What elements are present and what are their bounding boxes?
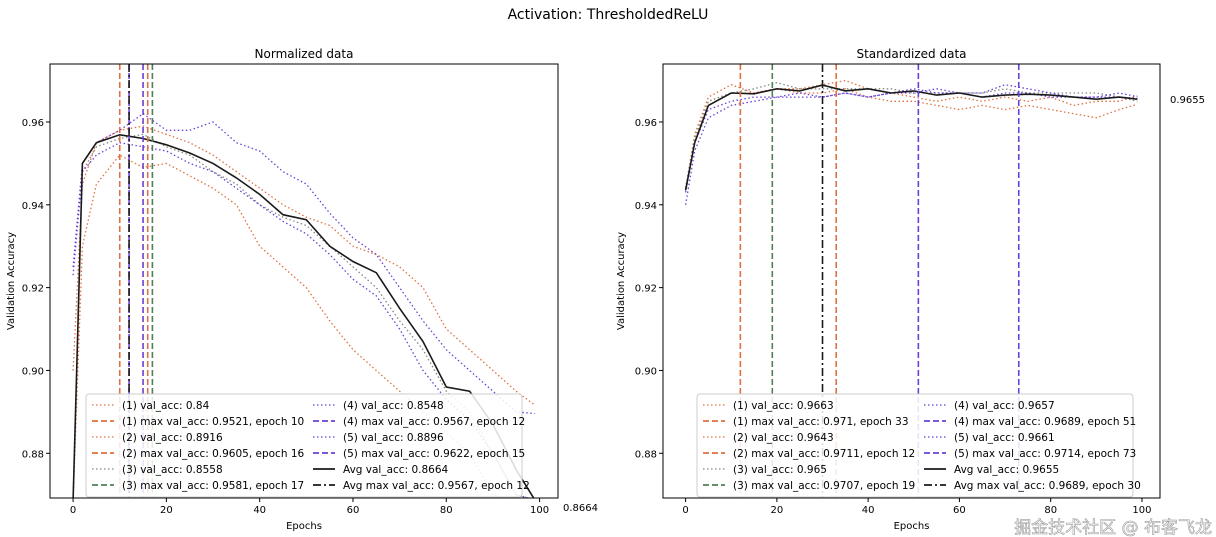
legend-entry: (1) val_acc: 0.9663 xyxy=(703,400,834,412)
legend-label: (3) max val_acc: 0.9581, epoch 17 xyxy=(122,480,304,492)
legend-label: (1) max val_acc: 0.9521, epoch 10 xyxy=(122,416,304,428)
legend-label: (3) val_acc: 0.965 xyxy=(733,464,827,476)
axes-frame xyxy=(662,63,1161,499)
legend-entry: (3) max val_acc: 0.9581, epoch 17 xyxy=(92,480,304,492)
run-5-val-acc-line xyxy=(72,112,535,415)
x-tick-label: 40 xyxy=(862,505,875,516)
legend: (1) val_acc: 0.9663 (1) max val_acc: 0.97… xyxy=(696,393,1141,498)
avg-val-acc-line xyxy=(72,133,535,498)
run-4-val-acc-line xyxy=(684,88,1138,193)
legend-label: (4) max val_acc: 0.9567, epoch 12 xyxy=(343,416,525,428)
legend-label: (2) val_acc: 0.8916 xyxy=(122,432,223,444)
legend: (1) val_acc: 0.84 (1) max val_acc: 0.9521… xyxy=(85,393,530,498)
legend-entry: (3) max val_acc: 0.9707, epoch 19 xyxy=(703,480,915,492)
y-tick-label: 0.88 xyxy=(635,449,657,460)
legend-entry: (1) val_acc: 0.84 xyxy=(92,400,210,412)
x-tick-label: 60 xyxy=(953,505,966,516)
x-tick-label: 0 xyxy=(70,505,76,516)
run-1-val-acc-line xyxy=(684,79,1138,189)
legend-label: (1) val_acc: 0.84 xyxy=(122,400,210,412)
y-tick-label: 0.92 xyxy=(635,284,657,295)
subplot-title: Normalized data xyxy=(255,47,354,61)
legend-label: Avg max val_acc: 0.9567, epoch 12 xyxy=(343,480,530,492)
x-tick-label: 20 xyxy=(771,505,784,516)
plot-standardized: Standardized data Epochs Validation Accura… xyxy=(616,47,1205,532)
legend-entry: Avg max val_acc: 0.9689, epoch 30 xyxy=(924,480,1141,492)
legend-entry: (4) max val_acc: 0.9567, epoch 12 xyxy=(313,416,525,428)
legend-label: Avg val_acc: 0.8664 xyxy=(343,464,449,476)
legend-entry: (4) max val_acc: 0.9689, epoch 51 xyxy=(924,416,1136,428)
y-tick-label: 0.90 xyxy=(635,366,657,377)
legend-label: (3) max val_acc: 0.9707, epoch 19 xyxy=(733,480,915,492)
y-tick-label: 0.90 xyxy=(22,366,44,377)
legend-entry: (2) max val_acc: 0.9605, epoch 16 xyxy=(92,448,305,460)
legend-entry: (5) max val_acc: 0.9714, epoch 73 xyxy=(924,448,1136,460)
y-axis-label: Validation Accuracy xyxy=(616,232,627,330)
legend-entry: Avg val_acc: 0.8664 xyxy=(313,464,449,476)
legend-entry: (5) val_acc: 0.9661 xyxy=(924,432,1055,444)
x-axis-label: Epochs xyxy=(894,521,930,532)
legend-entry: (5) max val_acc: 0.9622, epoch 15 xyxy=(313,448,525,460)
y-axis-label: Validation Accuracy xyxy=(6,232,17,330)
x-tick-label: 20 xyxy=(160,505,173,516)
subplot-title: Standardized data xyxy=(856,47,966,61)
legend-label: (4) max val_acc: 0.9689, epoch 51 xyxy=(954,416,1136,428)
run-3-val-acc-line xyxy=(684,81,1138,189)
y-tick-label: 0.94 xyxy=(22,201,44,212)
run-1-val-acc-line xyxy=(72,154,511,498)
run-2-val-acc-line xyxy=(72,125,536,406)
legend-box xyxy=(85,393,523,498)
legend-entry: (5) val_acc: 0.8896 xyxy=(313,432,444,444)
legend-entry: (2) max val_acc: 0.9711, epoch 12 xyxy=(703,448,915,460)
legend-label: (1) max val_acc: 0.971, epoch 33 xyxy=(733,416,909,428)
final-avg-annotation: 0.8664 xyxy=(563,503,598,514)
watermark: 掘金技术社区 @ 布客飞龙 xyxy=(1014,518,1212,537)
run-5-val-acc-line xyxy=(684,84,1138,205)
avg-val-acc-line xyxy=(684,84,1138,191)
plot-normalized: Normalized data Epochs Validation Accuracy… xyxy=(6,47,598,532)
legend-label: (4) val_acc: 0.8548 xyxy=(343,400,444,412)
legend-label: (5) val_acc: 0.9661 xyxy=(954,432,1055,444)
x-tick-label: 60 xyxy=(347,505,360,516)
run-2-val-acc-line xyxy=(684,83,1138,189)
legend-entry: (1) max val_acc: 0.9521, epoch 10 xyxy=(92,416,304,428)
axes-frame xyxy=(49,63,559,499)
legend-entry: (3) val_acc: 0.965 xyxy=(703,464,827,476)
legend-entry: Avg max val_acc: 0.9567, epoch 12 xyxy=(313,480,530,492)
y-tick-label: 0.92 xyxy=(22,284,44,295)
legend-label: (2) val_acc: 0.9643 xyxy=(733,432,834,444)
y-tick-label: 0.94 xyxy=(635,201,657,212)
x-axis-label: Epochs xyxy=(286,521,322,532)
legend-label: Avg val_acc: 0.9655 xyxy=(954,464,1059,476)
legend-label: (5) val_acc: 0.8896 xyxy=(343,432,444,444)
legend-label: (5) max val_acc: 0.9622, epoch 15 xyxy=(343,448,525,460)
legend-label: (1) val_acc: 0.9663 xyxy=(733,400,834,412)
legend-label: Avg max val_acc: 0.9689, epoch 30 xyxy=(954,480,1141,492)
y-tick-label: 0.96 xyxy=(635,118,657,129)
legend-entry: (3) val_acc: 0.8558 xyxy=(92,464,223,476)
x-tick-label: 80 xyxy=(440,505,453,516)
legend-label: (4) val_acc: 0.9657 xyxy=(954,400,1055,412)
legend-entry: Avg val_acc: 0.9655 xyxy=(924,464,1059,476)
legend-entry: (4) val_acc: 0.8548 xyxy=(313,400,444,412)
y-tick-label: 0.88 xyxy=(22,449,44,460)
final-avg-annotation: 0.9655 xyxy=(1170,95,1205,106)
legend-entry: (1) max val_acc: 0.971, epoch 33 xyxy=(703,416,909,428)
x-tick-label: 80 xyxy=(1044,505,1057,516)
legend-label: (2) max val_acc: 0.9711, epoch 12 xyxy=(733,448,915,460)
x-tick-label: 100 xyxy=(1132,505,1151,516)
y-tick-label: 0.96 xyxy=(22,118,44,129)
legend-label: (3) val_acc: 0.8558 xyxy=(122,464,223,476)
x-tick-label: 40 xyxy=(253,505,266,516)
x-tick-label: 100 xyxy=(530,505,549,516)
legend-box xyxy=(696,393,1134,498)
figure-title: Activation: ThresholdedReLU xyxy=(508,7,709,23)
legend-label: (2) max val_acc: 0.9605, epoch 16 xyxy=(122,448,305,460)
legend-entry: (2) val_acc: 0.9643 xyxy=(703,432,834,444)
x-tick-label: 0 xyxy=(682,505,688,516)
legend-label: (5) max val_acc: 0.9714, epoch 73 xyxy=(954,448,1136,460)
legend-entry: (4) val_acc: 0.9657 xyxy=(924,400,1055,412)
legend-entry: (2) val_acc: 0.8916 xyxy=(92,432,223,444)
